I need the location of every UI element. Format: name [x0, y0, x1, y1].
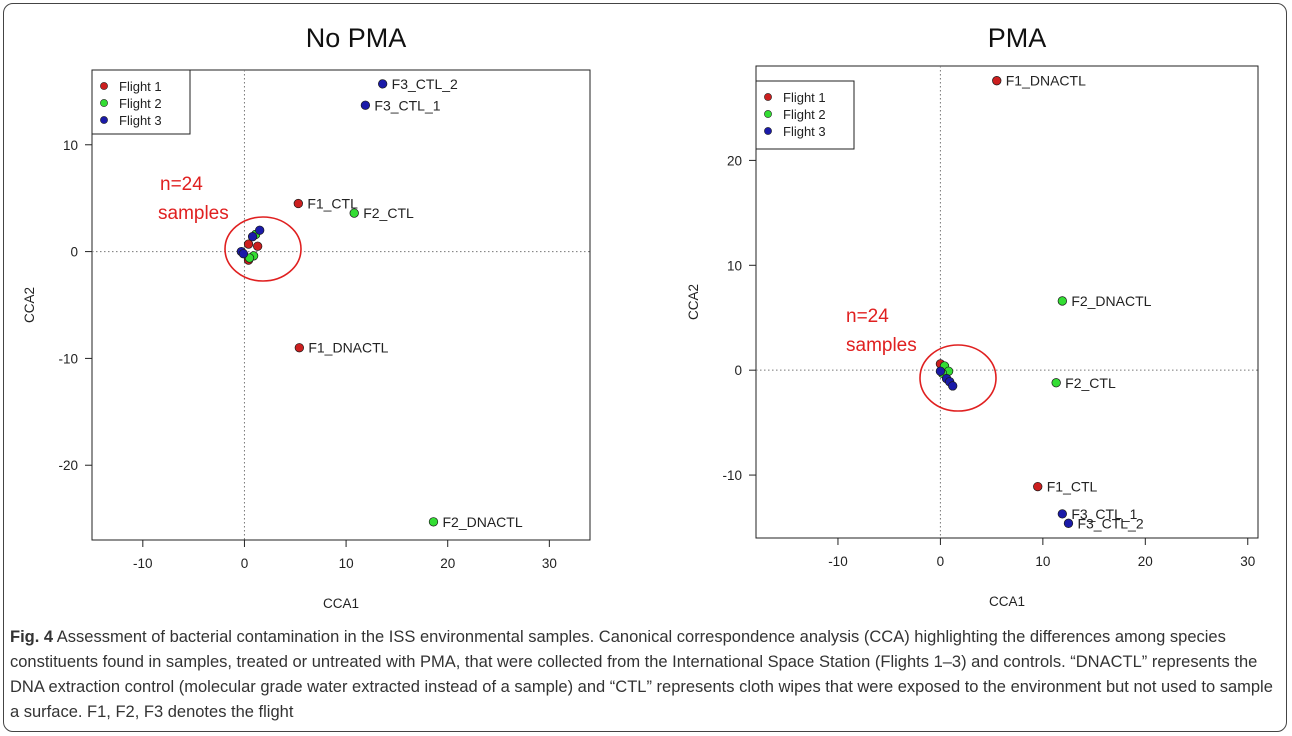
legend-label: Flight 2: [119, 96, 162, 111]
x-tick-label: 10: [1035, 554, 1050, 569]
data-point: [243, 239, 254, 249]
point-label: F1_CTL: [307, 196, 358, 212]
legend-marker: [764, 93, 772, 101]
point-label: F2_CTL: [1065, 375, 1116, 391]
x-tick-label: 30: [542, 556, 557, 571]
legend-box: [755, 80, 855, 150]
point-label: F2_DNACTL: [442, 514, 522, 530]
legend-marker: [764, 110, 772, 118]
x-tick-label: 20: [440, 556, 455, 571]
chart-title: No PMA: [306, 23, 407, 53]
cluster-highlight-circle: [919, 344, 997, 412]
data-point: [378, 79, 388, 89]
point-label: F1_DNACTL: [1006, 73, 1086, 89]
data-point: [349, 208, 359, 218]
chart-no-pma: No PMA -10 0 10 20 30 -20 -10 0 10 CCA1 CCA2 Flight …: [22, 23, 591, 611]
y-tick-label: 10: [63, 138, 78, 153]
annotation-samples: samples: [158, 203, 229, 224]
point-label: F2_DNACTL: [1071, 293, 1151, 309]
data-point: [428, 517, 439, 527]
figure-caption: Fig. 4 Assessment of bacterial contamina…: [10, 625, 1278, 725]
data-point: [1057, 509, 1067, 519]
y-tick-label: -10: [58, 351, 78, 366]
legend-label: Flight 3: [119, 113, 162, 128]
point-label: F3_CTL_1: [1071, 506, 1137, 522]
legend-marker: [100, 99, 108, 107]
legend-label: Flight 1: [783, 90, 826, 105]
data-point: [1063, 518, 1074, 528]
data-point: [293, 198, 303, 209]
legend-marker: [100, 82, 108, 90]
x-tick-label: 0: [937, 554, 945, 569]
data-point: [360, 100, 371, 110]
point-label: F1_CTL: [1047, 479, 1098, 495]
x-tick-label: 30: [1240, 554, 1255, 569]
legend-label: Flight 3: [783, 124, 826, 139]
data-point: [1057, 296, 1067, 306]
legend-marker: [100, 116, 108, 124]
plot-area-frame: [91, 69, 591, 541]
y-tick-label: -20: [58, 458, 78, 473]
data-point: [255, 225, 265, 235]
data-point: [238, 249, 249, 259]
data-point: [992, 76, 1002, 86]
y-tick-label: 0: [70, 245, 78, 260]
data-point: [935, 366, 946, 376]
data-point: [1051, 378, 1061, 388]
y-axis-label: CCA2: [686, 284, 701, 320]
legend-box: [91, 69, 191, 135]
x-axis-label: CCA1: [989, 594, 1025, 609]
point-label: F2_CTL: [363, 205, 414, 221]
plot-area-frame: [755, 65, 1259, 539]
data-point: [253, 241, 263, 251]
y-tick-label: -10: [722, 468, 742, 483]
y-axis-label: CCA2: [22, 287, 37, 323]
cluster-highlight-circle: [224, 216, 302, 282]
annotation-count: n=24: [160, 174, 203, 195]
x-tick-label: 0: [241, 556, 249, 571]
legend-marker: [764, 127, 772, 135]
caption-text: Assessment of bacterial contamination in…: [10, 628, 1273, 721]
figure-frame: [3, 3, 1287, 732]
caption-label: Fig. 4: [10, 628, 54, 646]
point-label: F3_CTL_2: [1077, 515, 1143, 531]
x-tick-label: -10: [133, 556, 153, 571]
data-point: [294, 343, 304, 353]
y-tick-label: 20: [727, 153, 742, 168]
chart-pma: PMA -10 0 10 20 30 -10 0 10 20 CCA1 CCA2 Flight 1 Fli…: [686, 23, 1259, 609]
x-tick-label: -10: [828, 554, 848, 569]
legend-label: Flight 1: [119, 79, 162, 94]
y-tick-label: 10: [727, 258, 742, 273]
y-tick-label: 0: [734, 363, 742, 378]
data-point: [948, 381, 958, 391]
data-point: [247, 231, 258, 242]
point-label: F3_CTL_1: [374, 97, 440, 113]
x-tick-label: 20: [1138, 554, 1153, 569]
point-label: F3_CTL_2: [392, 76, 458, 92]
chart-title: PMA: [988, 23, 1047, 53]
x-tick-label: 10: [339, 556, 354, 571]
point-label: F1_DNACTL: [308, 340, 388, 356]
annotation-count: n=24: [846, 306, 889, 327]
legend-label: Flight 2: [783, 107, 826, 122]
annotation-samples: samples: [846, 335, 917, 356]
x-axis-label: CCA1: [323, 596, 359, 611]
data-point: [1033, 481, 1043, 492]
